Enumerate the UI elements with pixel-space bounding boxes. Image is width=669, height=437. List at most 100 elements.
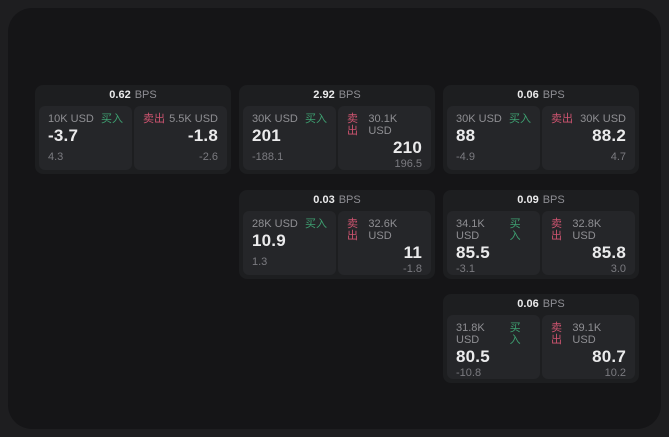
sell-price-value: -1.8 — [187, 126, 218, 145]
bps-header: 0.03 BPS — [239, 190, 435, 211]
buy-panel-top: 28K USD 买入 — [252, 218, 327, 230]
buy-price-value: 10.9 — [252, 231, 286, 250]
sell-price-value: 88.2 — [592, 126, 626, 145]
sell-price-value: 80.7 — [592, 347, 626, 366]
buy-sub-value: -4.9 — [456, 151, 475, 163]
buy-side-label: 买入 — [509, 218, 521, 242]
bps-suffix-label: BPS — [542, 89, 565, 101]
buy-sub-value: 1.3 — [252, 256, 268, 268]
sell-size-label: 30K USD — [580, 113, 626, 125]
buy-price-value: 80.5 — [456, 347, 490, 366]
quote-panels: 34.1K USD 买入 85.5 -3.1 卖出 32.8K USD 85.8… — [443, 211, 639, 275]
sell-panel[interactable]: 卖出 30K USD 88.2 4.7 — [542, 106, 635, 170]
bps-suffix-label: BPS — [338, 194, 361, 206]
sell-panel-top: 卖出 39.1K USD — [551, 322, 626, 346]
sell-side-label: 卖出 — [143, 113, 165, 125]
buy-panel-top: 10K USD 买入 — [48, 113, 123, 125]
buy-sub-value: 4.3 — [48, 151, 64, 163]
bps-value: 0.06 — [517, 298, 539, 310]
quote-panels: 31.8K USD 买入 80.5 -10.8 卖出 39.1K USD 80.… — [443, 315, 639, 379]
sell-panel[interactable]: 卖出 39.1K USD 80.7 10.2 — [542, 315, 635, 379]
sell-side-label: 卖出 — [551, 322, 562, 346]
buy-panel[interactable]: 10K USD 买入 -3.7 4.3 — [39, 106, 132, 170]
bps-suffix-label: BPS — [134, 89, 157, 101]
buy-size-label: 10K USD — [48, 113, 94, 125]
quote-panels: 30K USD 买入 201 -188.1 卖出 30.1K USD 210 1… — [239, 106, 435, 170]
quote-panels: 28K USD 买入 10.9 1.3 卖出 32.6K USD 11 -1.8 — [239, 211, 435, 275]
sell-size-label: 39.1K USD — [572, 322, 602, 346]
quote-card-6: 0.06 BPS 31.8K USD 买入 80.5 -10.8 卖出 39.1… — [443, 294, 639, 383]
buy-size-label: 34.1K USD — [456, 218, 485, 242]
cards-grid: 0.62 BPS 10K USD 买入 -3.7 4.3 卖出 5.5K USD… — [8, 8, 661, 429]
sell-sub-value: 10.2 — [604, 367, 626, 379]
buy-panel-top: 30K USD 买入 — [252, 113, 327, 125]
bps-header: 0.62 BPS — [35, 85, 231, 106]
buy-size-label: 30K USD — [252, 113, 298, 125]
sell-panel[interactable]: 卖出 30.1K USD 210 196.5 — [338, 106, 431, 170]
sell-panel-top: 卖出 30.1K USD — [347, 113, 422, 137]
buy-panel-top: 31.8K USD 买入 — [456, 322, 531, 346]
buy-panel[interactable]: 34.1K USD 买入 85.5 -3.1 — [447, 211, 540, 275]
buy-panel[interactable]: 30K USD 买入 88 -4.9 — [447, 106, 540, 170]
sell-panel-top: 卖出 32.6K USD — [347, 218, 422, 242]
quote-card-3: 0.06 BPS 30K USD 买入 88 -4.9 卖出 30K USD 8… — [443, 85, 639, 174]
buy-price-value: -3.7 — [48, 126, 79, 145]
quote-panels: 10K USD 买入 -3.7 4.3 卖出 5.5K USD -1.8 -2.… — [35, 106, 231, 170]
sell-price-value: 210 — [393, 138, 422, 157]
sell-size-label: 5.5K USD — [169, 113, 218, 125]
sell-sub-value: 4.7 — [610, 151, 626, 163]
bps-header: 0.06 BPS — [443, 85, 639, 106]
bps-value: 2.92 — [313, 89, 335, 101]
buy-side-label: 买入 — [101, 113, 123, 125]
sell-panel[interactable]: 卖出 32.8K USD 85.8 3.0 — [542, 211, 635, 275]
sell-size-label: 30.1K USD — [368, 113, 398, 137]
buy-price-value: 88 — [456, 126, 476, 145]
sell-side-label: 卖出 — [551, 218, 562, 242]
bps-value: 0.09 — [517, 194, 539, 206]
sell-side-label: 卖出 — [551, 113, 573, 125]
sell-side-label: 卖出 — [347, 113, 358, 137]
buy-sub-value: -188.1 — [252, 151, 284, 163]
sell-panel-top: 卖出 30K USD — [551, 113, 626, 125]
sell-sub-value: 3.0 — [610, 263, 626, 275]
buy-side-label: 买入 — [305, 218, 327, 230]
bps-value: 0.03 — [313, 194, 335, 206]
main-surface: 0.62 BPS 10K USD 买入 -3.7 4.3 卖出 5.5K USD… — [8, 8, 661, 429]
buy-side-label: 买入 — [509, 113, 531, 125]
bps-value: 0.06 — [517, 89, 539, 101]
buy-size-label: 30K USD — [456, 113, 502, 125]
quote-panels: 30K USD 买入 88 -4.9 卖出 30K USD 88.2 4.7 — [443, 106, 639, 170]
quote-card-2: 2.92 BPS 30K USD 买入 201 -188.1 卖出 30.1K … — [239, 85, 435, 174]
buy-sub-value: -3.1 — [456, 263, 475, 275]
buy-panel[interactable]: 30K USD 买入 201 -188.1 — [243, 106, 336, 170]
bps-suffix-label: BPS — [338, 89, 361, 101]
buy-size-label: 28K USD — [252, 218, 298, 230]
quote-card-4: 0.03 BPS 28K USD 买入 10.9 1.3 卖出 32.6K US… — [239, 190, 435, 279]
sell-panel-top: 卖出 32.8K USD — [551, 218, 626, 242]
sell-size-label: 32.8K USD — [572, 218, 602, 242]
bps-header: 2.92 BPS — [239, 85, 435, 106]
buy-panel[interactable]: 31.8K USD 买入 80.5 -10.8 — [447, 315, 540, 379]
sell-price-value: 85.8 — [592, 243, 626, 262]
bps-suffix-label: BPS — [542, 194, 565, 206]
quote-card-5: 0.09 BPS 34.1K USD 买入 85.5 -3.1 卖出 32.8K… — [443, 190, 639, 279]
sell-panel[interactable]: 卖出 5.5K USD -1.8 -2.6 — [134, 106, 227, 170]
buy-side-label: 买入 — [509, 322, 521, 346]
buy-price-value: 85.5 — [456, 243, 490, 262]
sell-panel-top: 卖出 5.5K USD — [143, 113, 218, 125]
bps-header: 0.09 BPS — [443, 190, 639, 211]
sell-sub-value: -1.8 — [403, 263, 422, 275]
buy-sub-value: -10.8 — [456, 367, 482, 379]
bps-header: 0.06 BPS — [443, 294, 639, 315]
buy-price-value: 201 — [252, 126, 281, 145]
quote-card-1: 0.62 BPS 10K USD 买入 -3.7 4.3 卖出 5.5K USD… — [35, 85, 231, 174]
sell-sub-value: -2.6 — [199, 151, 218, 163]
sell-size-label: 32.6K USD — [368, 218, 398, 242]
sell-side-label: 卖出 — [347, 218, 358, 242]
buy-panel[interactable]: 28K USD 买入 10.9 1.3 — [243, 211, 336, 275]
sell-panel[interactable]: 卖出 32.6K USD 11 -1.8 — [338, 211, 431, 275]
sell-sub-value: 196.5 — [394, 158, 422, 170]
buy-side-label: 买入 — [305, 113, 327, 125]
buy-size-label: 31.8K USD — [456, 322, 485, 346]
